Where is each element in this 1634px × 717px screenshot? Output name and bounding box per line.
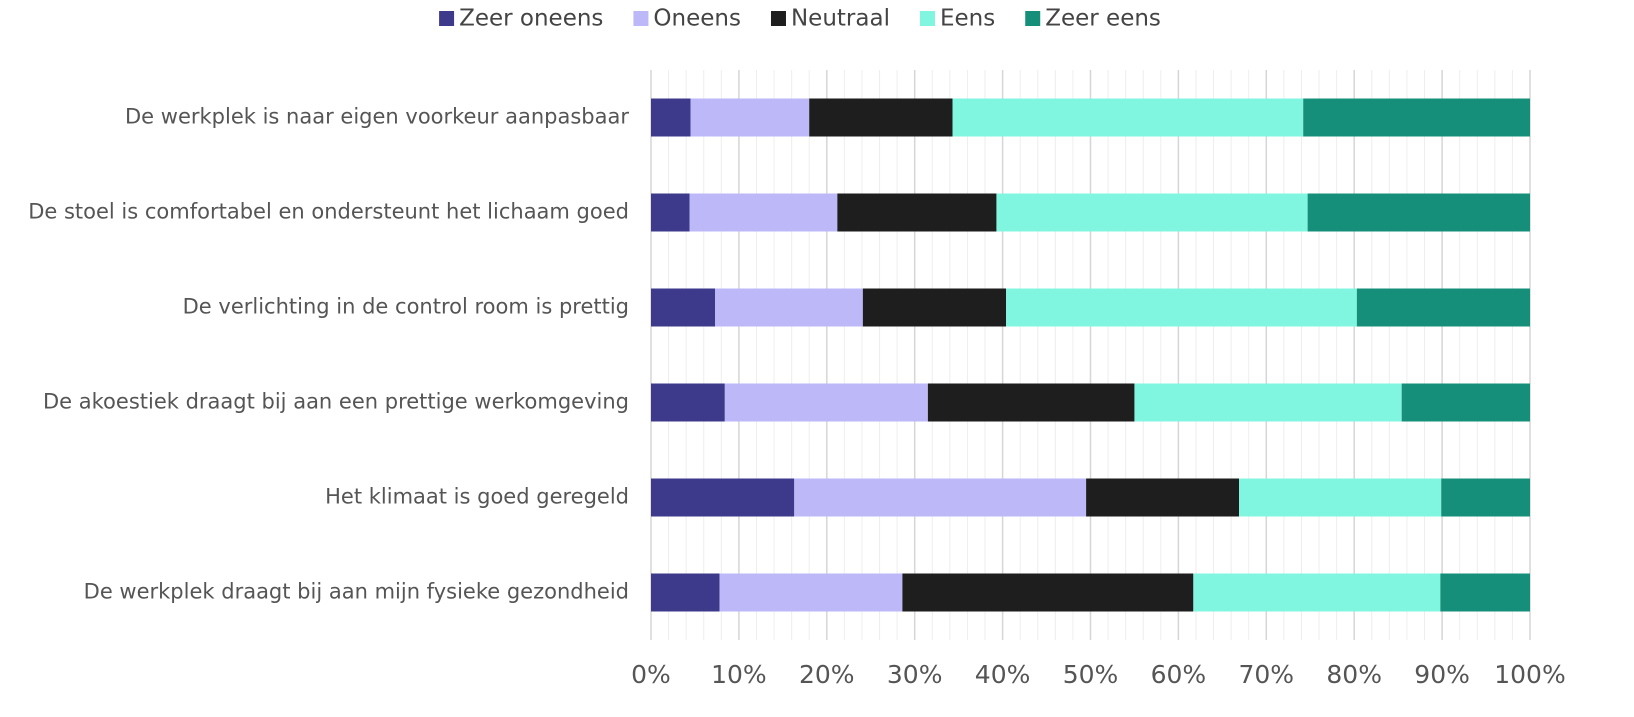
y-tick-label: Het klimaat is goed geregeld (325, 485, 629, 509)
legend-label: Zeer oneens (459, 6, 603, 32)
x-tick-label: 0% (631, 660, 671, 689)
bar-segment (1239, 478, 1442, 517)
legend-label: Oneens (653, 6, 741, 32)
legend-swatch (1025, 11, 1041, 26)
bar-segment (1086, 478, 1240, 517)
y-tick-label: De verlichting in de control room is pre… (183, 295, 629, 319)
bar-segment (651, 193, 690, 232)
bar-segment (1401, 383, 1530, 422)
bar-segment (952, 98, 1304, 137)
bar-segment (1193, 573, 1441, 612)
y-tick-label: De stoel is comfortabel en ondersteunt h… (28, 200, 629, 224)
legend-swatch (439, 11, 455, 26)
bar-segment (651, 288, 716, 327)
bar-segment (724, 383, 928, 422)
bar-segment (651, 383, 725, 422)
bar-segment (837, 193, 997, 232)
bar-segment (902, 573, 1194, 612)
x-tick-label: 10% (711, 660, 767, 689)
x-tick-label: 100% (1494, 660, 1565, 689)
x-tick-label: 70% (1239, 660, 1295, 689)
y-tick-label: De werkplek is naar eigen voorkeur aanpa… (125, 105, 629, 129)
legend-swatch (770, 11, 786, 26)
bar-segment (862, 288, 1007, 327)
x-tick-label: 40% (975, 660, 1031, 689)
bar-segment (794, 478, 1087, 517)
bar-segment (689, 193, 838, 232)
bar-segment (651, 478, 795, 517)
legend-label: Zeer eens (1045, 6, 1161, 32)
x-tick-label: 90% (1414, 660, 1470, 689)
bar-segment (1356, 288, 1530, 327)
legend: Zeer oneens Oneens Neutraal Eens Zeer eens (439, 6, 1161, 32)
legend-swatch (633, 11, 649, 26)
bar-segment (1440, 573, 1530, 612)
y-tick-label: De akoestiek draagt bij aan een prettige… (43, 390, 629, 414)
bar-segment (1134, 383, 1402, 422)
bar-segment (809, 98, 953, 137)
bar-segment (996, 193, 1308, 232)
x-tick-label: 60% (1151, 660, 1207, 689)
bar-segment (715, 288, 863, 327)
x-tick-label: 30% (887, 660, 943, 689)
x-tick-label: 80% (1326, 660, 1382, 689)
legend-label: Neutraal (791, 6, 890, 32)
x-tick-label: 50% (1063, 660, 1119, 689)
x-tick-label: 20% (799, 660, 855, 689)
bar-segment (1303, 98, 1530, 137)
bar-segment (1441, 478, 1530, 517)
bar-segment (1307, 193, 1530, 232)
bar-segment (690, 98, 810, 137)
bar-segment (1006, 288, 1357, 327)
legend-label: Eens (940, 6, 995, 32)
legend-swatch (919, 11, 935, 26)
bar-segment (651, 573, 720, 612)
bar-segment (927, 383, 1135, 422)
bar-segment (651, 98, 691, 137)
y-tick-label: De werkplek draagt bij aan mijn fysieke … (84, 580, 629, 604)
bar-segment (719, 573, 903, 612)
